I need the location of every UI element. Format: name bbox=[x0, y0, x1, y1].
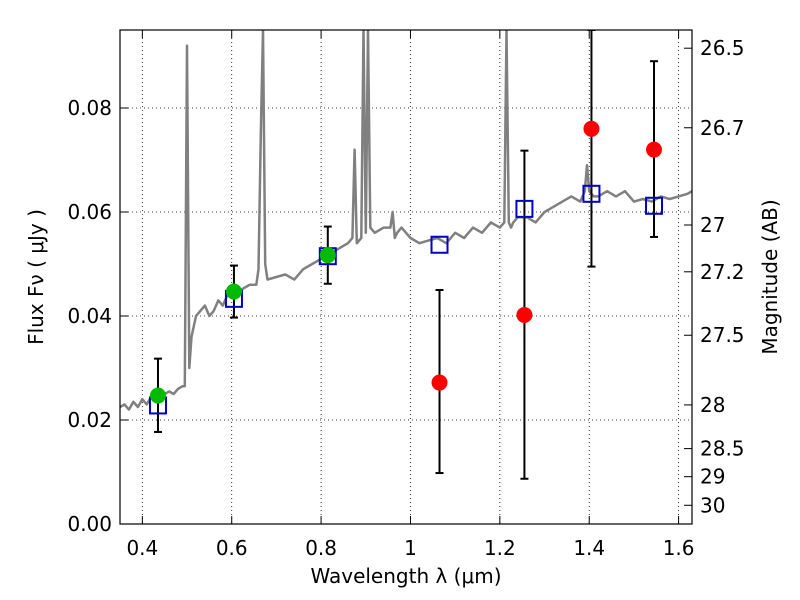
data-point bbox=[583, 120, 600, 137]
y-tick-label: 0.08 bbox=[67, 96, 112, 120]
plot-area bbox=[120, 30, 692, 480]
y-axis-label-right: Magnitude (AB) bbox=[758, 199, 782, 354]
y-tick-label: 0.06 bbox=[67, 200, 112, 224]
right-tick-label: 26.7 bbox=[700, 116, 745, 140]
right-tick-label: 29 bbox=[700, 465, 725, 489]
right-tick-label: 26.5 bbox=[700, 36, 745, 60]
model-square bbox=[582, 184, 601, 203]
right-tick-label: 28 bbox=[700, 393, 725, 417]
data-point bbox=[516, 306, 533, 323]
plot-frame bbox=[119, 29, 693, 525]
right-tick-label: 30 bbox=[700, 493, 725, 517]
model-square bbox=[430, 235, 449, 254]
model-square bbox=[645, 196, 664, 215]
x-tick-label: 0.4 bbox=[126, 536, 158, 560]
data-point bbox=[431, 374, 448, 391]
right-tick-label: 27 bbox=[700, 213, 725, 237]
model-square bbox=[515, 199, 534, 218]
y-tick-label: 0.02 bbox=[67, 408, 112, 432]
plot-clip-group bbox=[120, 30, 692, 480]
right-tick-label: 27.5 bbox=[700, 323, 745, 347]
x-tick-label: 1.2 bbox=[484, 536, 516, 560]
grid bbox=[120, 30, 692, 525]
right-tick-label: 27.2 bbox=[700, 260, 745, 284]
x-tick-label: 1 bbox=[404, 536, 417, 560]
right-tick-label: 28.5 bbox=[700, 437, 745, 461]
data-point bbox=[149, 387, 166, 404]
x-tick-label: 1.6 bbox=[663, 536, 695, 560]
x-tick-label: 1.4 bbox=[573, 536, 605, 560]
spectrum-line bbox=[120, 30, 692, 411]
y-axis-label: Flux Fν ( μJy ) bbox=[24, 209, 48, 345]
x-tick-label: 0.8 bbox=[305, 536, 337, 560]
x-tick-label: 0.6 bbox=[216, 536, 248, 560]
data-point bbox=[319, 247, 336, 264]
data-point bbox=[646, 141, 663, 158]
y-tick-label: 0.00 bbox=[67, 512, 112, 536]
y-tick-label: 0.04 bbox=[67, 304, 112, 328]
x-axis-label: Wavelength λ (μm) bbox=[310, 564, 501, 588]
data-point bbox=[225, 283, 242, 300]
ticks: 0.4 0.6 0.8 1 1.2 1.4 1.6 0.00 0.02 0.04 0.06 0.08 2… bbox=[67, 30, 745, 560]
